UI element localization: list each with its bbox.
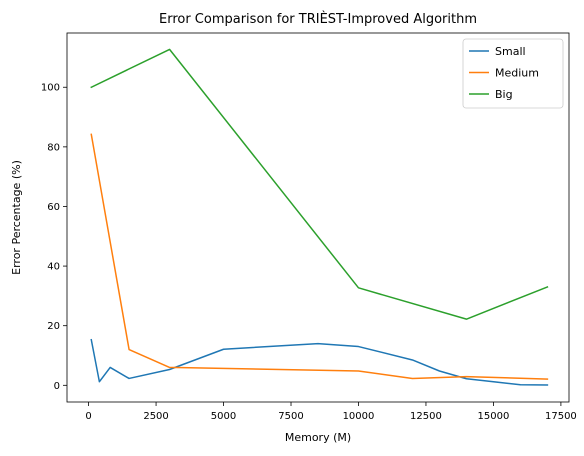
y-tick-label: 40 [47,262,60,273]
y-tick-label: 20 [47,321,60,332]
y-axis-label: Error Percentage (%) [10,160,23,275]
x-axis-label: Memory (M) [285,431,351,444]
x-tick-label: 7500 [278,411,303,422]
legend-label-big: Big [495,88,513,101]
x-tick-label: 2500 [143,411,168,422]
chart-title: Error Comparison for TRIÈST-Improved Alg… [159,11,477,27]
series-line-medium [90,133,549,380]
y-tick-label: 80 [47,142,60,153]
legend: Small Medium Big [462,38,564,109]
x-tick-label: 15000 [478,411,510,422]
x-tick-label: 12500 [410,411,442,422]
x-axis: 0 2500 5000 7500 10000 12500 15000 17500 [85,402,577,422]
x-tick-label: 10000 [343,411,375,422]
x-tick-label: 17500 [545,411,577,422]
x-tick-label: 0 [85,411,91,422]
x-tick-label: 5000 [211,411,236,422]
y-axis: 0 20 40 60 80 100 [41,83,67,392]
plot-lines [90,48,549,386]
series-line-big [90,48,549,320]
y-tick-label: 60 [47,202,60,213]
y-tick-label: 0 [54,381,60,392]
legend-label-medium: Medium [495,67,539,80]
y-tick-label: 100 [41,83,60,94]
series-line-small [90,338,549,386]
plot-frame [66,32,570,403]
legend-label-small: Small [495,45,526,58]
legend-box [462,38,564,109]
